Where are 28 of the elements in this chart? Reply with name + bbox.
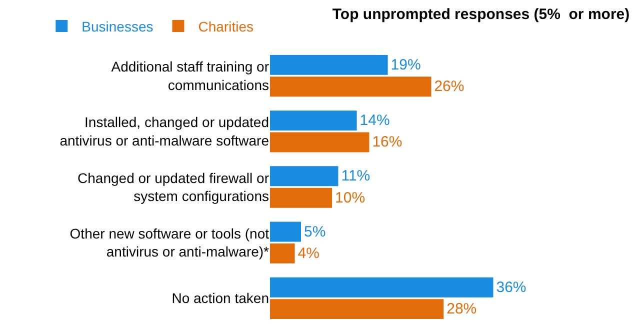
bar bbox=[270, 54, 388, 75]
legend-label: Businesses bbox=[82, 18, 154, 34]
data-label: 10% bbox=[335, 189, 366, 206]
bar bbox=[270, 299, 444, 320]
chart-title: Top unprompted responses (5% or more) bbox=[332, 6, 630, 23]
data-label: 14% bbox=[360, 112, 390, 130]
bar bbox=[270, 132, 370, 152]
bar bbox=[270, 188, 332, 208]
legend-label: Charities bbox=[198, 18, 254, 34]
y-tick-label: Changed or updated firewall or system configurations bbox=[78, 170, 270, 204]
bar bbox=[270, 76, 432, 97]
data-label: 5% bbox=[304, 223, 326, 240]
bar bbox=[270, 110, 357, 131]
y-tick-label: No action taken bbox=[172, 290, 269, 306]
y-tick-label: Additional staff training or communications bbox=[111, 58, 270, 93]
bar bbox=[270, 222, 301, 242]
data-label: 4% bbox=[298, 244, 320, 262]
data-label: 36% bbox=[496, 278, 526, 296]
bar bbox=[270, 243, 295, 264]
bar bbox=[270, 277, 494, 298]
data-label: 19% bbox=[390, 56, 421, 74]
bar bbox=[270, 166, 338, 186]
data-label: 28% bbox=[446, 300, 477, 318]
data-label: 16% bbox=[372, 134, 402, 151]
y-tick-label: Other new software or tools (not antivirus or anti-malware)* bbox=[70, 225, 270, 260]
data-label: 11% bbox=[341, 168, 370, 185]
data-label: 26% bbox=[434, 78, 464, 96]
y-tick-label: Installed, changed or updated antivirus or anti-malware software bbox=[60, 114, 270, 148]
